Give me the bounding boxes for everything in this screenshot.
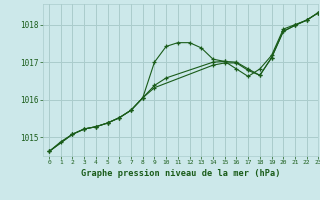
X-axis label: Graphe pression niveau de la mer (hPa): Graphe pression niveau de la mer (hPa) (81, 169, 281, 178)
